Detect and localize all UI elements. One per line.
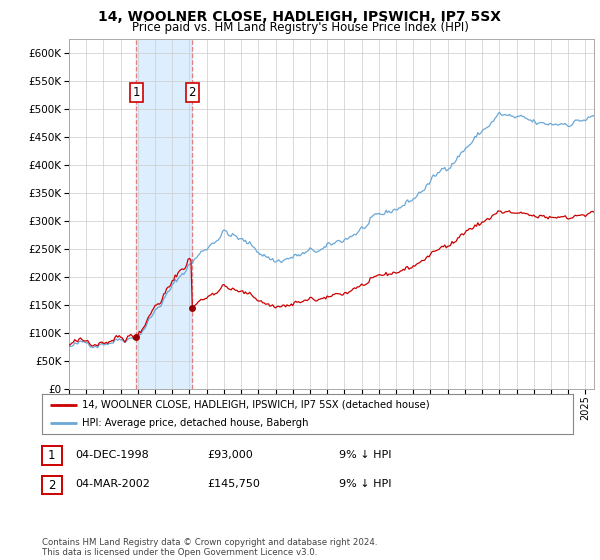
- Text: 2: 2: [48, 479, 56, 492]
- Text: 2: 2: [188, 86, 196, 99]
- Text: £145,750: £145,750: [207, 479, 260, 489]
- Text: 9% ↓ HPI: 9% ↓ HPI: [339, 450, 391, 460]
- Text: HPI: Average price, detached house, Babergh: HPI: Average price, detached house, Babe…: [82, 418, 308, 428]
- Text: 1: 1: [48, 449, 56, 462]
- Text: 04-DEC-1998: 04-DEC-1998: [75, 450, 149, 460]
- Text: 04-MAR-2002: 04-MAR-2002: [75, 479, 150, 489]
- Text: Contains HM Land Registry data © Crown copyright and database right 2024.
This d: Contains HM Land Registry data © Crown c…: [42, 538, 377, 557]
- Text: 14, WOOLNER CLOSE, HADLEIGH, IPSWICH, IP7 5SX: 14, WOOLNER CLOSE, HADLEIGH, IPSWICH, IP…: [98, 10, 502, 24]
- Text: 9% ↓ HPI: 9% ↓ HPI: [339, 479, 391, 489]
- Text: 14, WOOLNER CLOSE, HADLEIGH, IPSWICH, IP7 5SX (detached house): 14, WOOLNER CLOSE, HADLEIGH, IPSWICH, IP…: [82, 400, 430, 409]
- Bar: [136, 39, 193, 389]
- Text: £93,000: £93,000: [207, 450, 253, 460]
- Text: 1: 1: [133, 86, 140, 99]
- Text: Price paid vs. HM Land Registry's House Price Index (HPI): Price paid vs. HM Land Registry's House …: [131, 21, 469, 34]
